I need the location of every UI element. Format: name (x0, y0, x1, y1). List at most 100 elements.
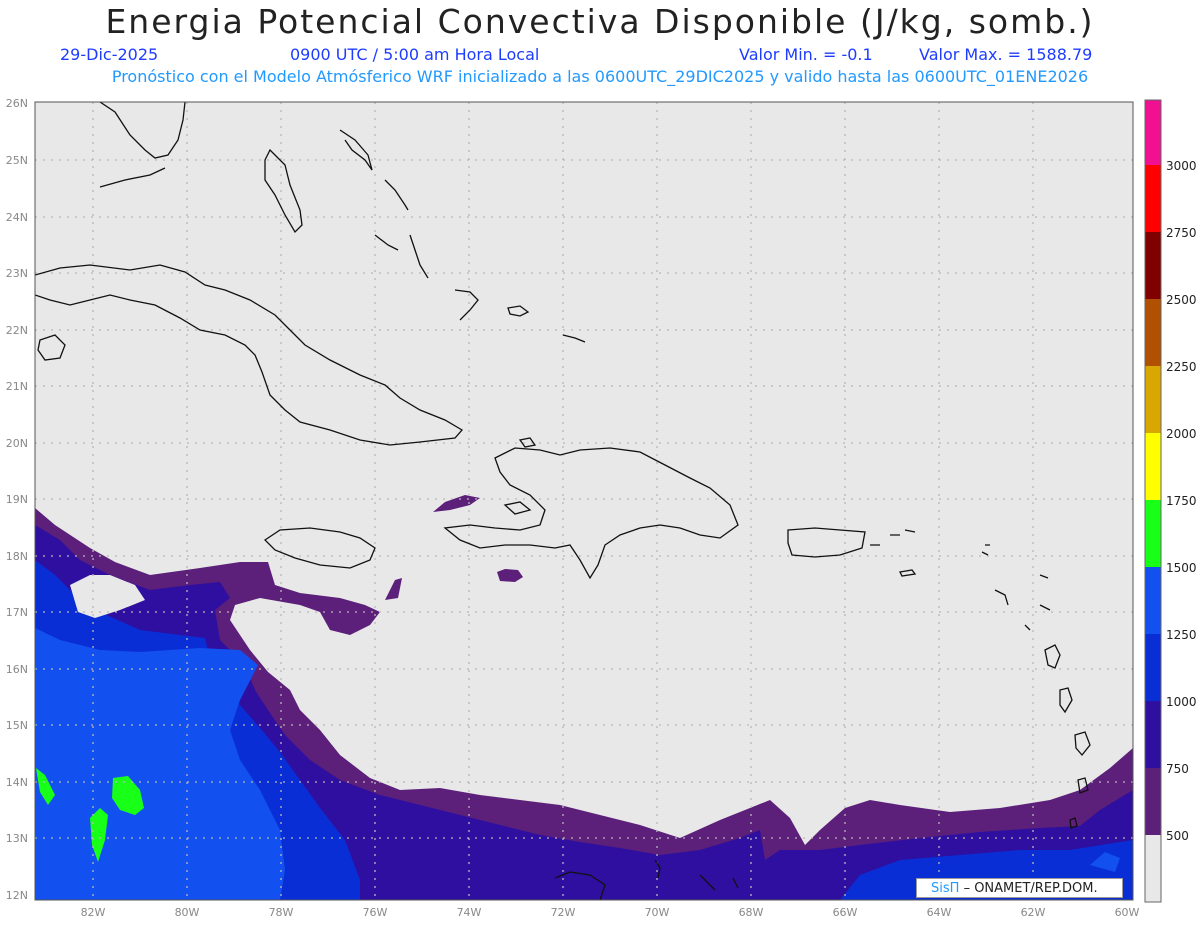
colorbar-label: 1750 (1166, 494, 1197, 508)
lat-tick-label: 26N (6, 97, 28, 110)
coast-st-lucia (1077, 777, 1089, 794)
colorbar-label: 1250 (1166, 628, 1197, 642)
lat-tick-label: 17N (6, 606, 28, 619)
colorbar-swatch (1145, 768, 1161, 835)
colorbar-label: 1000 (1166, 695, 1197, 709)
cape-hole (70, 575, 145, 618)
lon-tick-label: 70W (645, 906, 670, 919)
colorbar-swatch (1145, 366, 1161, 433)
cape-band-1250-east (1090, 852, 1120, 872)
coast-guadeloupe (1044, 644, 1061, 669)
lon-tick-label: 64W (927, 906, 952, 919)
coast-grenada (1069, 817, 1078, 829)
colorbar-swatch (1145, 299, 1161, 366)
lon-tick-label: 66W (833, 906, 858, 919)
lat-tick-label: 14N (6, 776, 28, 789)
colorbar-label: 2250 (1166, 360, 1197, 374)
coast-andros (264, 148, 303, 234)
colorbar (1145, 100, 1161, 902)
longitude-axis: 82W 80W 78W 76W 74W 72W 70W 68W 66W 64W … (81, 906, 1140, 919)
coast-long-island (409, 234, 429, 279)
coast-tortuga (518, 437, 537, 448)
coast-florida-keys (99, 167, 166, 188)
coast-jamaica (263, 527, 376, 569)
lat-tick-label: 12N (6, 889, 28, 902)
coast-inagua (454, 289, 479, 321)
lat-tick-label: 23N (6, 267, 28, 280)
lon-tick-label: 62W (1021, 906, 1046, 919)
colorbar-label: 3000 (1166, 159, 1197, 173)
coast-puerto-rico (787, 527, 866, 558)
lat-tick-label: 24N (6, 211, 28, 224)
lon-tick-label: 60W (1115, 906, 1140, 919)
cape-shading (35, 495, 1133, 900)
coast-st-croix (899, 569, 917, 577)
min-value-label: Valor Min. = -0.1 (739, 45, 873, 64)
coast-venezuela-islands (554, 859, 739, 900)
coast-florida (99, 102, 186, 159)
coast-lesser-antilles-north (981, 544, 1051, 631)
lon-tick-label: 74W (457, 906, 482, 919)
coast-dominica (1059, 687, 1073, 714)
colorbar-swatch (1145, 500, 1161, 567)
coast-exuma (374, 234, 399, 251)
colorbar-swatch (1145, 701, 1161, 768)
colorbar-swatch (1145, 835, 1161, 902)
colorbar-swatch (1145, 567, 1161, 634)
coast-hispaniola (443, 447, 739, 580)
grid-lines (35, 102, 1133, 900)
lon-tick-label: 72W (551, 906, 576, 919)
lon-tick-label: 68W (739, 906, 764, 919)
cape-band-1500-a (36, 768, 55, 805)
colorbar-swatch (1145, 232, 1161, 299)
coast-caicos (562, 334, 586, 343)
lat-tick-label: 19N (6, 493, 28, 506)
colorbar-label: 2500 (1166, 293, 1197, 307)
lat-tick-label: 21N (6, 380, 28, 393)
coast-cat-island (384, 179, 409, 211)
lon-tick-label: 76W (363, 906, 388, 919)
forecast-info: Pronóstico con el Modelo Atmósferico WRF… (111, 67, 1089, 86)
cape-blob-jamaica (385, 578, 402, 600)
colorbar-swatch (1145, 634, 1161, 701)
lat-tick-label: 15N (6, 719, 28, 732)
credit-text: – ONAMET/REP.DOM. (963, 881, 1098, 896)
colorbar-swatch (1145, 100, 1161, 165)
map-frame (34, 101, 1134, 901)
max-value-label: Valor Max. = 1588.79 (919, 45, 1093, 64)
lat-tick-label: 16N (6, 663, 28, 676)
coast-gonave (503, 501, 532, 515)
colorbar-frame (1144, 99, 1162, 903)
coast-isla-juventud (37, 334, 66, 361)
coast-eleuthera (339, 129, 373, 171)
colorbar-label: 2750 (1166, 226, 1197, 240)
time-label: 0900 UTC / 5:00 am Hora Local (290, 45, 540, 64)
cape-band-1500-c (90, 808, 108, 862)
lon-tick-label: 78W (269, 906, 294, 919)
lon-tick-label: 82W (81, 906, 106, 919)
colorbar-label: 500 (1166, 829, 1189, 843)
colorbar-labels: 500 750 1000 1250 1500 1750 2000 2250 25… (1166, 159, 1197, 843)
lat-tick-label: 22N (6, 324, 28, 337)
coast-cuba (35, 264, 464, 446)
coast-virgin-islands (870, 529, 916, 546)
lat-tick-label: 18N (6, 550, 28, 563)
colorbar-swatch (1145, 433, 1161, 500)
cape-blob-south (497, 569, 523, 582)
credit-box: SisΠ – ONAMET/REP.DOM. (916, 878, 1123, 898)
map-title: Energia Potencial Convectiva Disponible … (105, 2, 1095, 41)
lat-tick-label: 20N (6, 437, 28, 450)
colorbar-label: 1500 (1166, 561, 1197, 575)
cape-band-1500-b (112, 776, 144, 815)
coast-turks (507, 305, 530, 317)
latitude-axis: 12N 13N 14N 15N 16N 17N 18N 19N 20N 21N … (6, 97, 28, 902)
date-label: 29-Dic-2025 (60, 45, 159, 64)
lon-tick-label: 80W (175, 906, 200, 919)
colorbar-swatch (1145, 165, 1161, 232)
colorbar-label: 750 (1166, 762, 1189, 776)
lat-tick-label: 13N (6, 832, 28, 845)
colorbar-label: 2000 (1166, 427, 1197, 441)
coast-martinique (1074, 731, 1091, 757)
sispi-logo: SisΠ (931, 881, 960, 896)
